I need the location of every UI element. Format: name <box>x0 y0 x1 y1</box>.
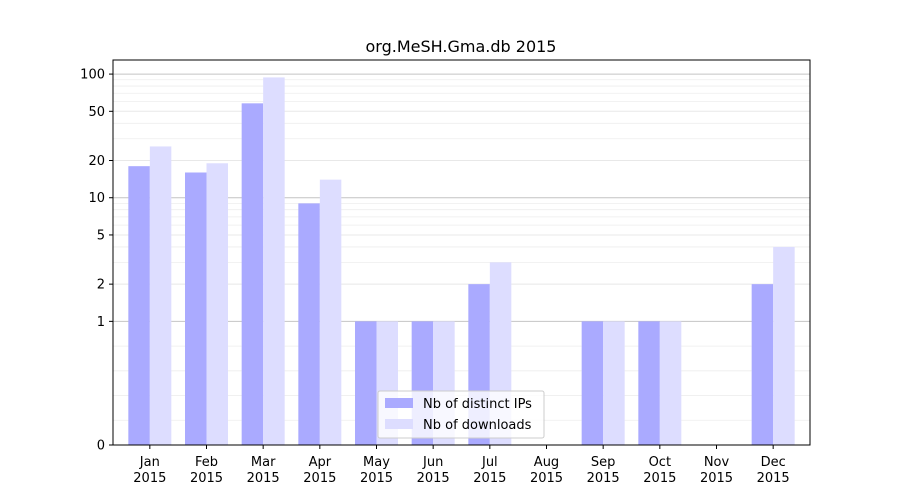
bar <box>751 284 774 445</box>
bar <box>638 321 660 445</box>
bar <box>319 179 342 446</box>
bar <box>206 163 228 445</box>
chart-title: org.MeSH.Gma.db 2015 <box>366 37 557 56</box>
x-tick-label: Apr 2015 <box>303 455 336 486</box>
legend-swatch-distinct-ips <box>385 398 413 408</box>
y-tick-label: 20 <box>88 154 105 169</box>
bar <box>298 203 320 445</box>
bar-layer <box>128 77 795 446</box>
x-tick-label: Sep 2015 <box>587 455 620 486</box>
y-axis: 0 1 2 5 10 20 50 100 <box>80 68 113 454</box>
bar <box>659 321 682 445</box>
x-tick-label: Feb 2015 <box>190 455 223 486</box>
bar <box>581 321 604 445</box>
legend-swatch-downloads <box>385 419 413 429</box>
y-tick-label: 1 <box>97 315 105 330</box>
y-tick-label: 100 <box>80 68 105 83</box>
x-tick-label: Mar 2015 <box>247 455 280 486</box>
bar <box>128 166 150 445</box>
bar <box>241 103 264 445</box>
legend-label-downloads: Nb of downloads <box>423 418 532 433</box>
x-tick-label: May 2015 <box>360 455 393 486</box>
x-tick-label: Oct 2015 <box>643 455 676 486</box>
plot-frame <box>112 59 811 446</box>
legend: Nb of distinct IPs Nb of downloads <box>377 390 545 439</box>
y-tick-label: 5 <box>97 228 105 243</box>
bar <box>263 77 285 445</box>
legend-box <box>377 390 545 439</box>
y-tick-label: 10 <box>88 191 105 206</box>
legend-label-distinct-ips: Nb of distinct IPs <box>423 397 532 412</box>
x-tick-label: Aug 2015 <box>530 455 563 486</box>
y-tick-label: 0 <box>97 439 105 454</box>
bar <box>773 246 795 445</box>
x-tick-label: Nov 2015 <box>700 455 733 486</box>
y-tick-label: 50 <box>88 105 105 120</box>
x-axis: Jan 2015 Feb 2015 Mar 2015 Apr 2015 May 2015 Jun 20… <box>133 445 790 486</box>
bar <box>603 321 625 445</box>
x-tick-label: Jan 2015 <box>133 455 166 486</box>
y-tick-label: 2 <box>97 278 105 293</box>
x-tick-label: Jul 2015 <box>473 455 506 486</box>
bar <box>185 172 207 446</box>
grid-layer <box>113 73 810 446</box>
bar <box>355 321 377 445</box>
x-tick-label: Jun 2015 <box>417 455 450 486</box>
x-tick-label: Dec 2015 <box>757 455 790 486</box>
bar <box>149 146 172 445</box>
